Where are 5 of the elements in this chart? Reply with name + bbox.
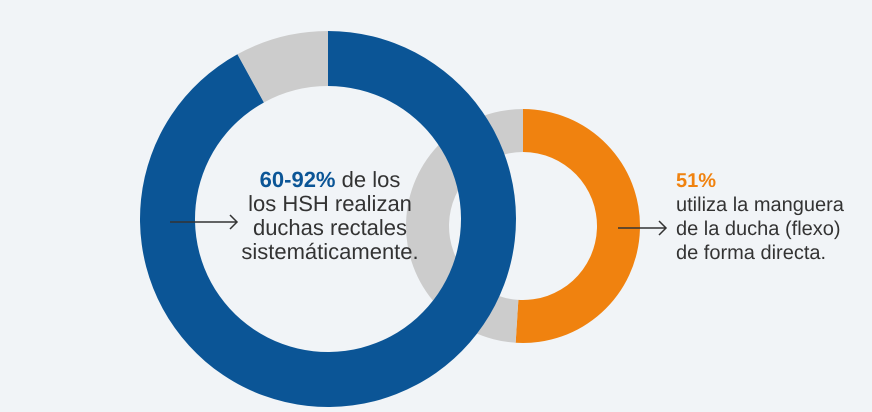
donut-slice (140, 31, 516, 407)
donut-slice (516, 109, 640, 343)
text: 51% utiliza la manguera de la ducha (flexo) de forma directa. (676, 170, 845, 264)
text: 60-92% de los los HSH realizan duchas rectales sistemáticamente. (241, 167, 419, 264)
donut-slice (237, 31, 328, 102)
